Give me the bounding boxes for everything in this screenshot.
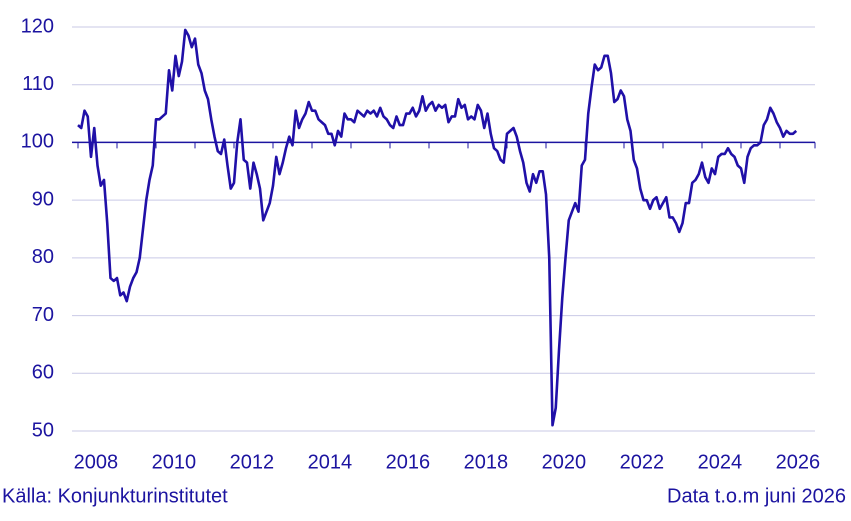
x-tick-label: 2016: [386, 451, 431, 473]
y-tick-label: 50: [32, 419, 54, 441]
x-tick-label: 2014: [308, 451, 353, 473]
note: Data t.o.m juni 2026: [667, 485, 846, 507]
x-tick-label: 2012: [230, 451, 275, 473]
source: Källa: Konjunkturinstitutet: [2, 485, 228, 507]
y-tick-label: 70: [32, 304, 54, 326]
x-tick-label: 2010: [152, 451, 197, 473]
y-tick-label: 100: [21, 131, 54, 153]
y-tick-label: 120: [21, 15, 54, 37]
series-line: [77, 28, 798, 427]
x-tick-label: 2018: [464, 451, 509, 473]
y-tick-label: 90: [32, 188, 54, 210]
x-tick-label: 2026: [776, 451, 821, 473]
x-tick-label: 2022: [620, 451, 665, 473]
x-tick-label: 2008: [74, 451, 119, 473]
x-tick-label: 2020: [542, 451, 587, 473]
y-tick-label: 110: [22, 73, 54, 95]
y-tick-label: 80: [32, 246, 54, 268]
y-tick-label: 60: [32, 362, 54, 384]
x-tick-label: 2024: [698, 451, 743, 473]
